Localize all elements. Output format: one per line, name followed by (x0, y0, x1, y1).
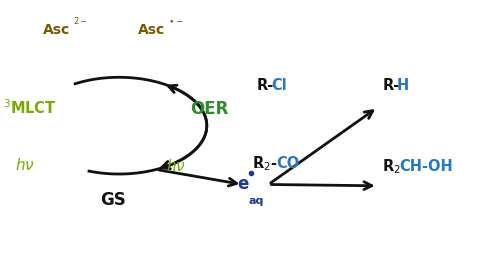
Text: $^3$MLCT: $^3$MLCT (3, 98, 57, 117)
Text: R-: R- (257, 78, 274, 93)
Text: $^{-}$: $^{-}$ (253, 164, 262, 177)
Text: CO: CO (276, 156, 300, 171)
Text: CH-OH: CH-OH (399, 159, 453, 174)
Text: R-: R- (383, 78, 399, 93)
Text: h$\nu$: h$\nu$ (14, 157, 35, 173)
Text: R$_2$: R$_2$ (383, 157, 401, 175)
Text: Asc: Asc (138, 23, 165, 37)
Text: GS: GS (100, 191, 126, 209)
Text: e: e (238, 175, 249, 194)
Text: $^{\bullet-}$: $^{\bullet-}$ (168, 17, 183, 30)
Text: Asc: Asc (43, 23, 71, 37)
Text: $^{2-}$: $^{2-}$ (73, 17, 88, 30)
Text: Cl: Cl (271, 78, 287, 93)
Text: aq: aq (248, 196, 264, 206)
Text: H: H (396, 78, 409, 93)
Text: R$_2$-: R$_2$- (252, 154, 277, 173)
Text: OER: OER (190, 100, 228, 118)
Text: h$\nu$: h$\nu$ (167, 158, 186, 174)
